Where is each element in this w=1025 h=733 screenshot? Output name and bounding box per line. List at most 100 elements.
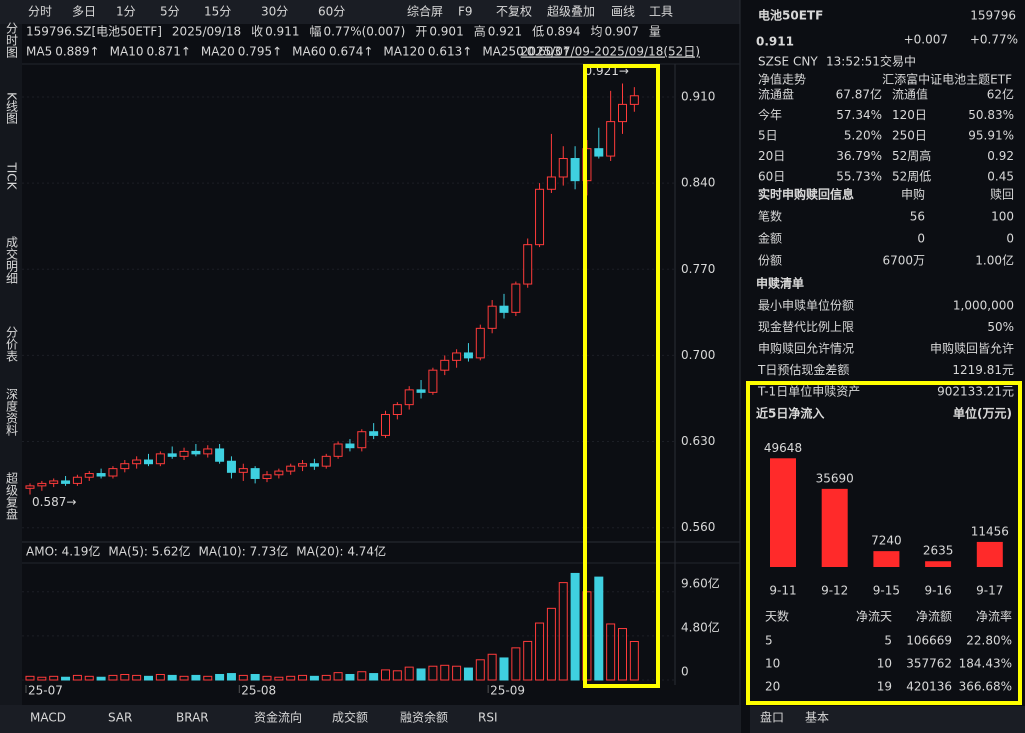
sidebar-tab[interactable]: 分时图 xyxy=(5,22,19,58)
candle-body xyxy=(606,121,616,157)
table-cell: 366.68% xyxy=(959,680,1012,694)
bar xyxy=(821,488,848,567)
table-cell: 357762 xyxy=(906,657,952,671)
toolbar-button[interactable]: 超级叠加 xyxy=(547,4,595,19)
volume-bar xyxy=(203,675,213,681)
chart-title: 近5日净流入 xyxy=(756,406,824,421)
amo-text: MA(20): 4.74亿 xyxy=(296,544,386,559)
candle-body xyxy=(428,369,438,393)
ma-name: MA20 xyxy=(201,45,235,59)
sidebar-tab[interactable]: K线图 xyxy=(5,92,19,124)
toolbar-tab[interactable]: 多日 xyxy=(72,5,96,19)
volume-bar xyxy=(570,572,580,681)
toolbar-tab[interactable]: 1分 xyxy=(116,5,136,19)
candle-body xyxy=(250,468,260,479)
y-tick-label: 0.560 xyxy=(681,520,715,534)
candle-body xyxy=(558,158,568,178)
row-value: 0 xyxy=(917,232,925,246)
volume-bar xyxy=(238,674,248,681)
volume-bar xyxy=(416,668,426,681)
sidebar-tab[interactable]: 超级复盘 xyxy=(5,471,19,520)
unit-label: 单位(万元) xyxy=(953,406,1012,421)
bar-label: 11456 xyxy=(971,524,1009,538)
toolbar-button[interactable]: 综合屏 xyxy=(407,4,443,19)
volume-bar xyxy=(262,675,272,681)
indicator-tab[interactable]: 融资余额 xyxy=(400,710,448,725)
volume-bar xyxy=(428,665,438,681)
col-header: 申购 xyxy=(901,187,925,202)
info-text: 0.911 xyxy=(265,25,299,39)
indicator-tab[interactable]: SAR xyxy=(108,711,132,725)
table-cell: 106669 xyxy=(906,634,952,648)
sidebar-tab[interactable]: TICK xyxy=(5,161,19,190)
candle-body xyxy=(203,448,213,455)
volume-bar xyxy=(108,674,118,681)
sidebar-tab[interactable]: 深度资料 xyxy=(5,388,19,436)
stat-value: 57.34% xyxy=(836,108,882,122)
indicator-tab[interactable]: MACD xyxy=(30,711,66,725)
fund-code: 159796 xyxy=(970,9,1016,23)
candle-body xyxy=(369,431,379,436)
col-header: 天数 xyxy=(765,609,789,624)
candle-body xyxy=(120,463,130,470)
row-label: 笔数 xyxy=(758,209,782,224)
info-text: 幅 xyxy=(309,24,321,39)
ma-name: MA5 xyxy=(26,45,52,59)
toolbar-tab[interactable]: 15分 xyxy=(204,5,231,19)
panel-tab[interactable]: 基本 xyxy=(805,711,829,725)
info-text: 0.894 xyxy=(546,25,580,39)
toolbar-button[interactable]: F9 xyxy=(458,5,473,19)
volume-bar xyxy=(250,673,260,681)
indicator-tab[interactable]: RSI xyxy=(478,711,498,725)
bar xyxy=(770,458,796,567)
candle-body xyxy=(487,305,497,329)
candle-body xyxy=(155,453,165,465)
volume-bar xyxy=(499,657,509,681)
meta: SZSE xyxy=(758,55,789,69)
toolbar-tab[interactable]: 30分 xyxy=(261,5,288,19)
date-range: 2025/07/09-2025/09/18(52日) xyxy=(521,45,700,59)
stat-label: 120日 xyxy=(892,108,927,122)
volume-bar xyxy=(37,676,47,681)
candle-body xyxy=(333,443,343,457)
toolbar-button[interactable]: 画线 xyxy=(611,5,635,19)
stat-value: 0.45 xyxy=(987,170,1014,184)
sidebar-tab[interactable]: 成交明细 xyxy=(5,236,19,284)
stat-value: 5.20% xyxy=(844,129,882,143)
indicator-tab[interactable]: 资金流向 xyxy=(254,710,302,725)
info-text: 159796.SZ[电池50ETF] xyxy=(26,25,162,39)
toolbar-button[interactable]: 不复权 xyxy=(496,5,532,19)
indicator-tab[interactable]: 成交额 xyxy=(332,710,368,725)
volume-bar xyxy=(381,669,390,681)
table-cell: 10 xyxy=(877,657,892,671)
candle-body xyxy=(618,103,627,123)
toolbar-tab[interactable]: 60分 xyxy=(318,5,345,19)
candle-body xyxy=(499,305,509,313)
candle-body xyxy=(298,463,308,467)
candle-body xyxy=(179,450,189,457)
stat-value: 50.83% xyxy=(968,108,1014,122)
volume-bar xyxy=(523,640,533,681)
candle-body xyxy=(440,359,450,371)
toolbar-tab[interactable]: 分时 xyxy=(28,5,52,19)
bottom-bar xyxy=(0,705,740,733)
row-label: 现金替代比例上限 xyxy=(758,319,854,334)
volume-bar xyxy=(511,647,521,681)
panel-tab[interactable]: 盘口 xyxy=(760,710,784,725)
stat-label: 今年 xyxy=(758,107,782,122)
ma-value: 0.674↑ xyxy=(329,45,373,59)
row-value: 6700万 xyxy=(882,254,925,268)
toolbar-tab[interactable]: 5分 xyxy=(160,5,180,19)
volume-bar xyxy=(594,576,604,681)
row-label: 金额 xyxy=(758,231,782,246)
indicator-tab[interactable]: BRAR xyxy=(176,711,209,725)
ma-name: MA120 xyxy=(383,45,424,59)
bar-label: 35690 xyxy=(816,471,854,485)
sidebar-tab[interactable]: 分价表 xyxy=(5,326,19,362)
stat-value: 95.91% xyxy=(968,129,1014,143)
x-tick-label: 9-16 xyxy=(924,584,951,598)
volume-bar xyxy=(274,676,284,681)
toolbar-button[interactable]: 工具 xyxy=(649,5,673,19)
y-tick-label: 0.700 xyxy=(681,348,715,362)
